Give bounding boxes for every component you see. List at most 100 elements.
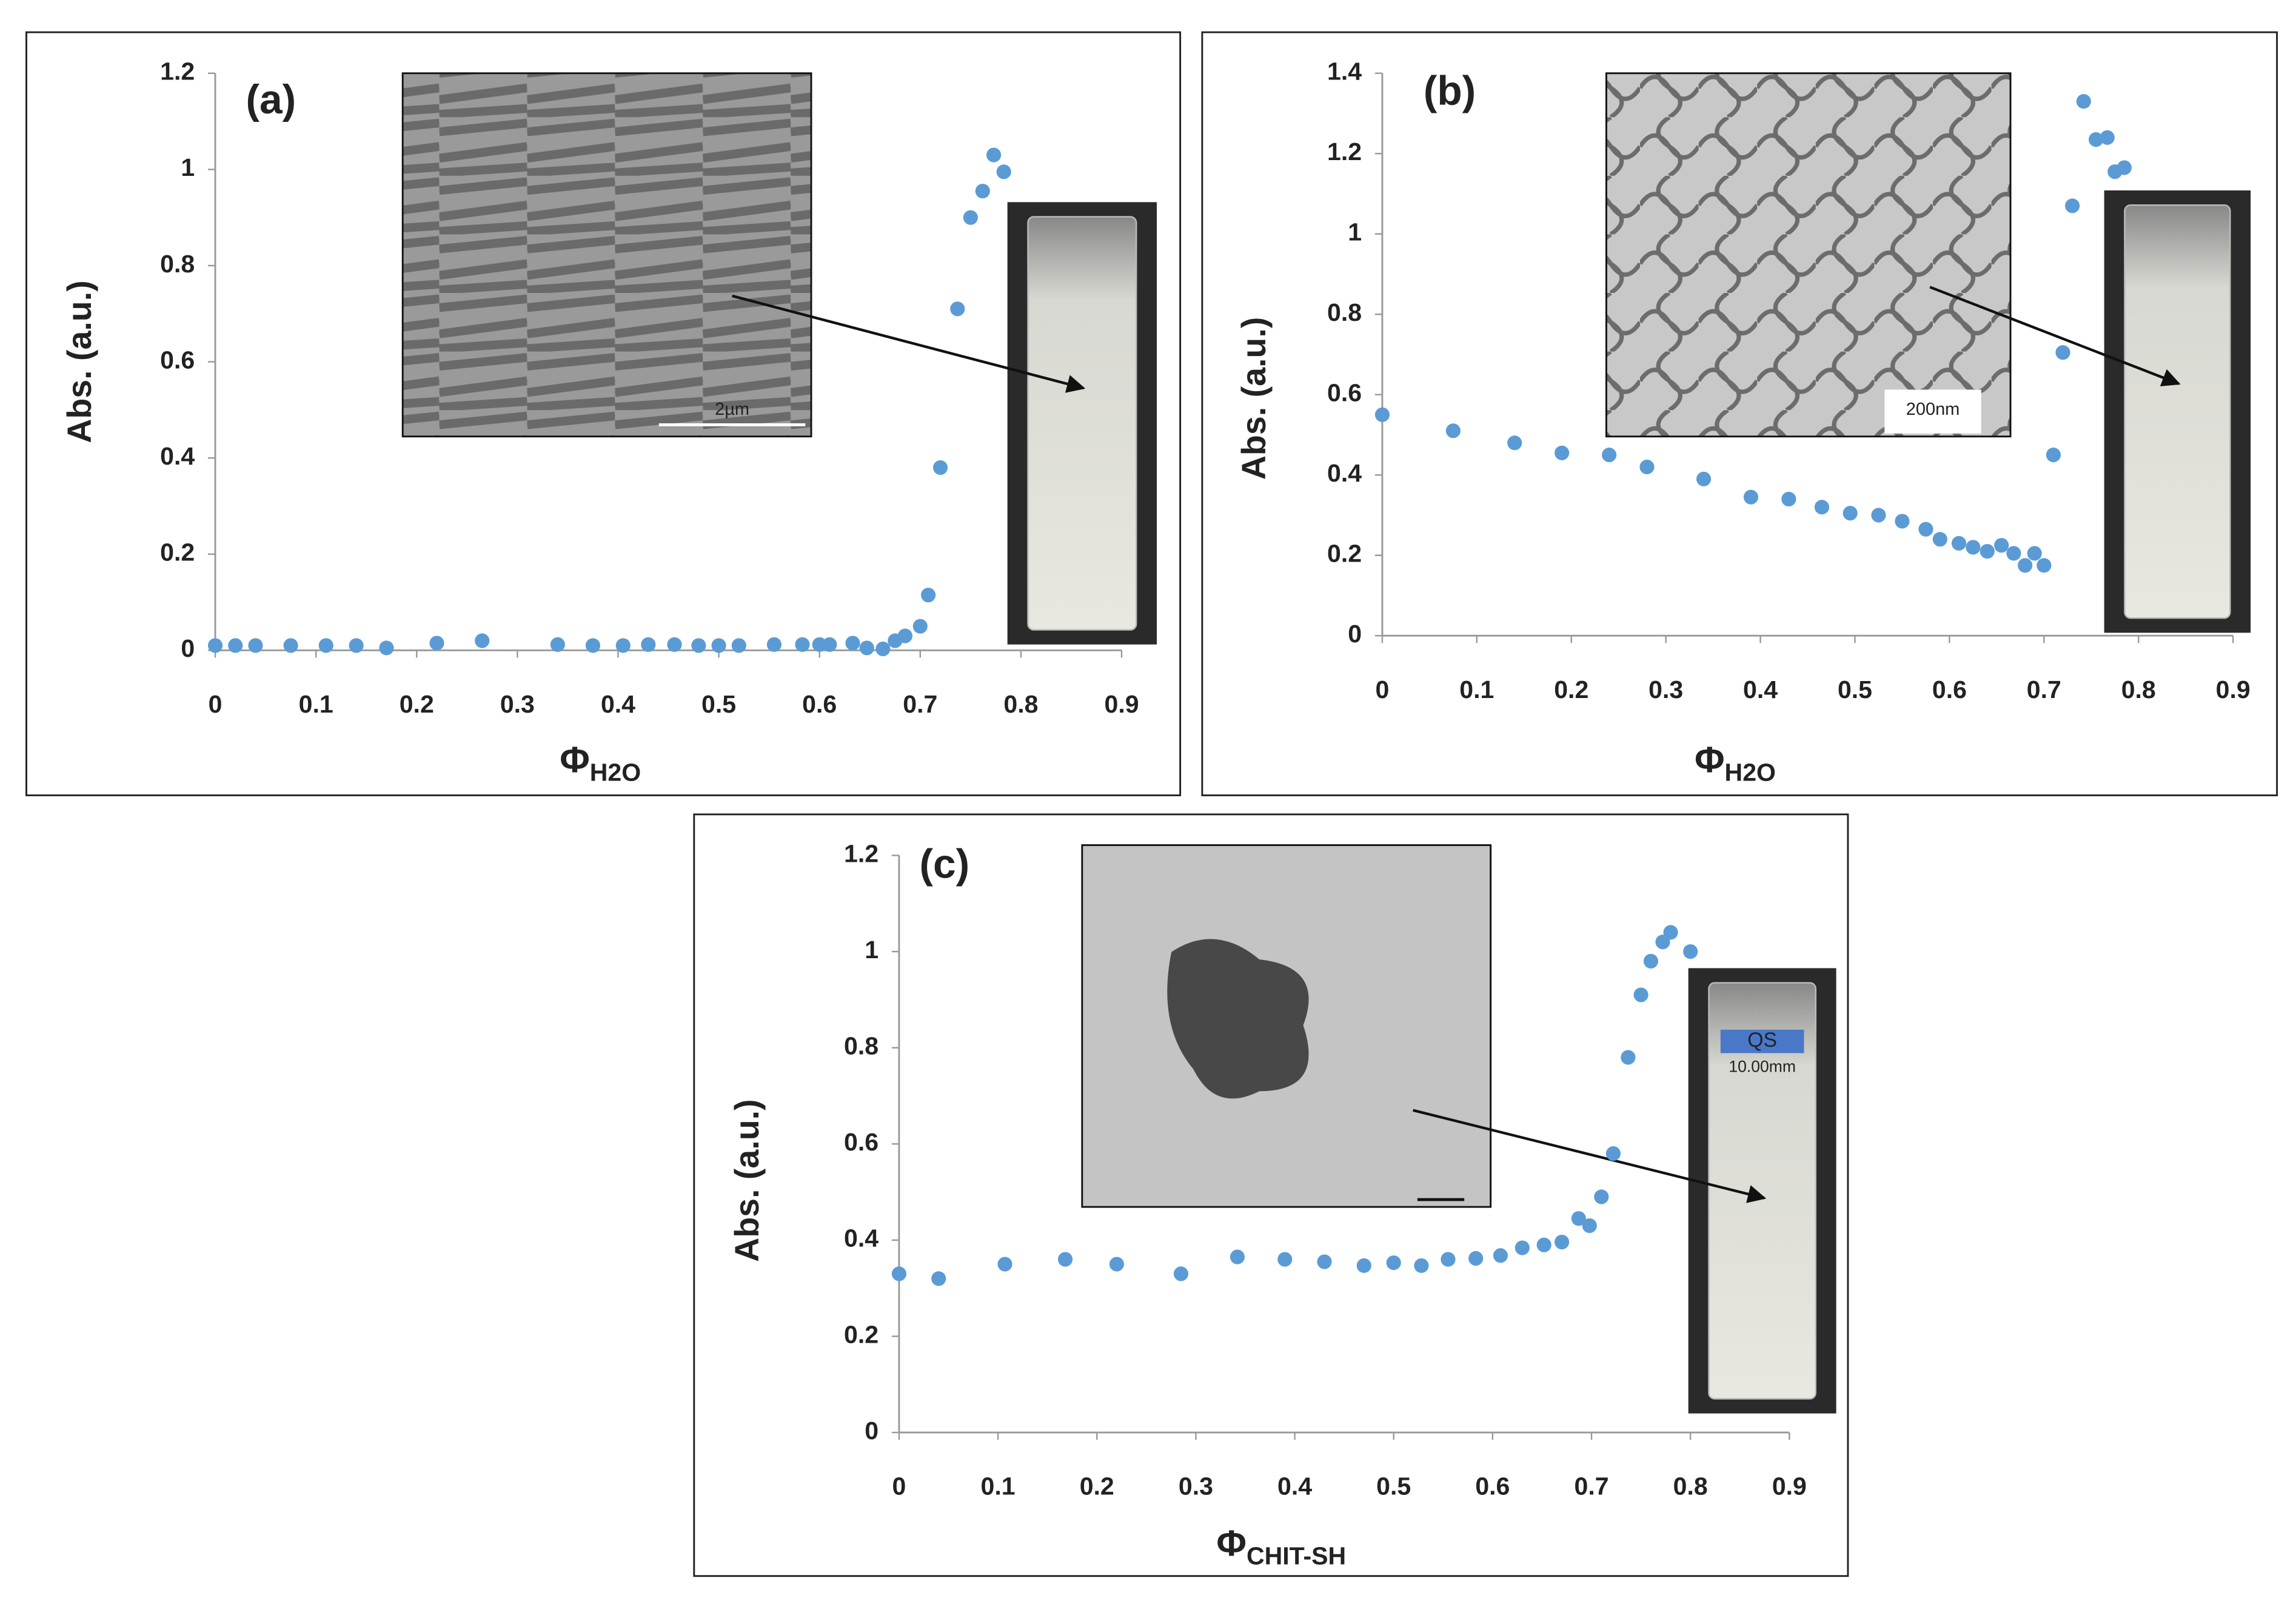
- point: [1602, 448, 1617, 463]
- x-tick-label: 0.5: [701, 690, 736, 718]
- x-tick-label: 0.8: [1673, 1472, 1708, 1500]
- point: [1374, 407, 1390, 422]
- point: [950, 301, 965, 317]
- point: [228, 638, 243, 653]
- x-tick-label: 0.2: [400, 690, 434, 718]
- y-tick-label: 0.8: [844, 1032, 879, 1060]
- point: [550, 637, 565, 652]
- x-tick-label: 0.3: [1179, 1472, 1213, 1500]
- y-tick-label: 0: [1348, 620, 1362, 648]
- point: [731, 638, 746, 653]
- point: [859, 640, 874, 656]
- y-tick-label: 0.6: [160, 346, 195, 374]
- x-axis-subscript: H2O: [1725, 758, 1776, 786]
- y-axis-label: Abs. (a.u.): [728, 1099, 766, 1261]
- point: [1639, 459, 1655, 475]
- x-tick-label: 0.6: [1475, 1472, 1510, 1500]
- point: [349, 638, 364, 653]
- point: [2055, 345, 2070, 360]
- point: [1605, 1146, 1621, 1161]
- point: [1277, 1252, 1293, 1267]
- y-tick-label: 1: [865, 936, 879, 964]
- x-tick-label: 0.3: [1648, 676, 1683, 703]
- x-tick-label: 0.9: [2216, 676, 2251, 703]
- chart-title: (a): [246, 77, 296, 123]
- arrow: [1929, 286, 2181, 387]
- x-tick-label: 0: [1376, 676, 1390, 703]
- y-tick-label: 0: [865, 1417, 879, 1445]
- point: [318, 638, 333, 653]
- point: [891, 1266, 906, 1281]
- point: [822, 637, 837, 652]
- y-tick-label: 1.2: [844, 839, 879, 867]
- point: [1582, 1218, 1597, 1234]
- x-tick-label: 0.6: [802, 690, 837, 718]
- point: [1932, 532, 1947, 547]
- point: [2117, 160, 2132, 175]
- point: [1814, 500, 1830, 515]
- point: [1643, 953, 1659, 969]
- point: [283, 638, 298, 653]
- point: [1514, 1240, 1530, 1255]
- point: [963, 210, 978, 225]
- point: [615, 638, 631, 653]
- y-tick-label: 0.4: [844, 1224, 879, 1252]
- point: [1683, 944, 1698, 959]
- x-axis-label: ΦCHIT-SH: [1216, 1522, 1346, 1569]
- y-tick-label: 0.8: [160, 250, 195, 278]
- point: [2088, 132, 2104, 147]
- x-axis-subscript: CHIT-SH: [1247, 1542, 1346, 1569]
- point: [2018, 558, 2033, 573]
- point: [1386, 1255, 1401, 1271]
- point: [1951, 535, 1967, 551]
- point: [1109, 1257, 1124, 1272]
- x-tick-label: 0.2: [1554, 676, 1588, 703]
- panel: 0 0.2 0.4 0.6 0.8 1 1.2 0 0.1 0.2 0.3 0.4 0.5 0.6 0.7 0…: [693, 813, 1849, 1577]
- x-axis-label: ΦH2O: [1695, 739, 1776, 786]
- point: [641, 637, 656, 652]
- y-tick-label: 0: [181, 634, 195, 662]
- point: [975, 183, 990, 199]
- point: [248, 638, 263, 653]
- point: [585, 638, 601, 653]
- x-tick-label: 0.1: [1459, 676, 1494, 703]
- x-tick-label: 0.6: [1932, 676, 1967, 703]
- x-tick-label: 0.4: [1277, 1472, 1312, 1500]
- x-tick-label: 0.7: [2027, 676, 2061, 703]
- point: [2065, 198, 2080, 213]
- x-axis-symbol: Φ: [1695, 739, 1725, 780]
- point: [1743, 489, 1759, 505]
- point: [1918, 522, 1933, 537]
- point: [1555, 445, 1570, 460]
- point: [1445, 423, 1461, 438]
- panel: 0 0.2 0.4 0.6 0.8 1 1.2 1.4 0 0.1 0.2 0.3 0.4 0.5 0.6 0…: [1201, 31, 2278, 796]
- cuvette-label: 10.00mm: [1729, 1058, 1796, 1076]
- y-tick-label: 0.6: [844, 1128, 879, 1156]
- cuvette-label: QS: [1747, 1029, 1777, 1052]
- point: [875, 641, 891, 657]
- point: [812, 637, 827, 652]
- point: [1696, 471, 1712, 486]
- point: [897, 628, 912, 643]
- x-tick-label: 0.4: [1743, 676, 1778, 703]
- point: [429, 636, 444, 651]
- y-tick-label: 0.4: [160, 442, 195, 470]
- arrow: [732, 294, 1086, 393]
- y-tick-label: 1: [181, 153, 195, 181]
- cuvette: [1027, 216, 1137, 631]
- point: [795, 637, 810, 652]
- point: [1571, 1211, 1586, 1226]
- aggregate: [1167, 939, 1309, 1099]
- point: [931, 1271, 946, 1286]
- point: [1966, 540, 1981, 555]
- y-axis-label: Abs. (a.u.): [1235, 317, 1273, 480]
- x-tick-label: 0.9: [1772, 1472, 1807, 1500]
- point: [921, 588, 936, 603]
- panel: 0 0.2 0.4 0.6 0.8 1 1.2 0 0.1 0.2 0.3 0.4 0.5 0.6 0.7 0…: [25, 31, 1182, 796]
- point: [1842, 506, 1858, 521]
- point: [1633, 987, 1648, 1002]
- point: [475, 633, 490, 648]
- x-tick-label: 0.5: [1838, 676, 1872, 703]
- point: [2037, 558, 2052, 573]
